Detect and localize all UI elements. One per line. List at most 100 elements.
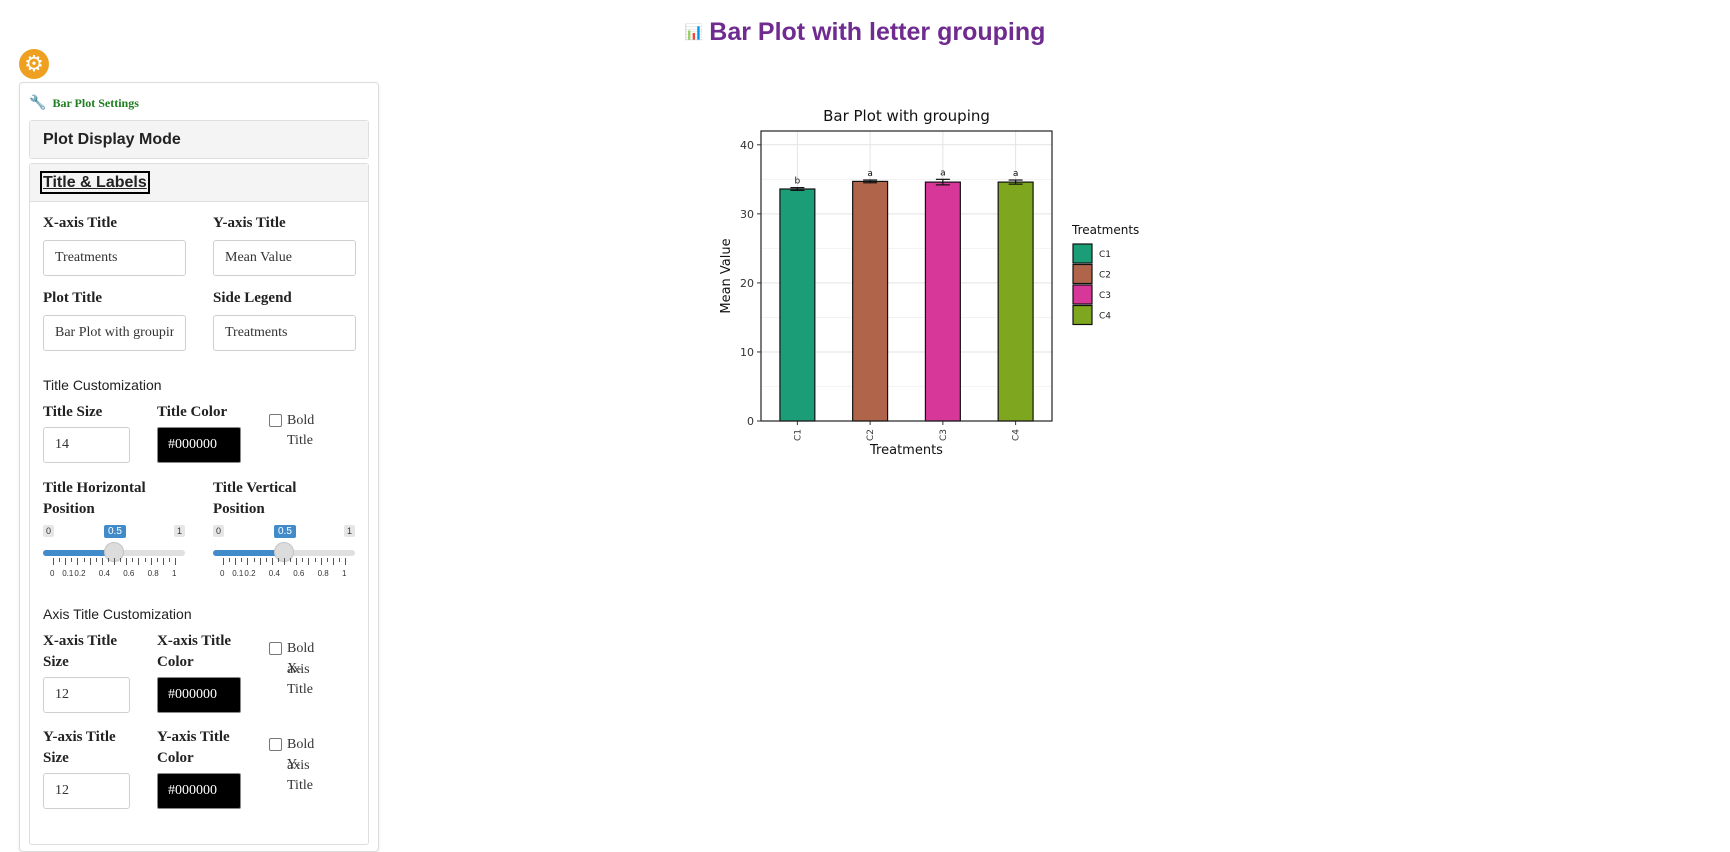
legend-swatch-C4 (1072, 304, 1093, 326)
bold-title-label: Bold Title (287, 413, 315, 448)
x-axis-title-color-label-1: X-axis Title (157, 633, 232, 649)
slider-tick (326, 558, 328, 562)
title-size-input[interactable] (43, 427, 130, 463)
slider-tick (71, 558, 73, 562)
legend-swatch-C2 (1072, 263, 1093, 285)
slider-tick (77, 558, 79, 565)
x-axis-title-input[interactable] (43, 240, 186, 276)
slider-tick (168, 558, 170, 562)
bold-x-axis-title-checkbox[interactable] (269, 642, 282, 655)
legend-swatch-C3 (1072, 284, 1093, 305)
x-axis-title-size-input[interactable] (43, 677, 130, 713)
slider-tick-label: 0.8 (147, 569, 159, 578)
group-letter-C3: a (940, 168, 946, 178)
slider-tick (89, 558, 91, 565)
accordion-header-title-labels-text: Title & Labels (40, 171, 150, 194)
panel-heading: 🔧 Bar Plot Settings (29, 95, 139, 112)
slider-tick (241, 558, 243, 562)
y-axis-title-color-input[interactable] (157, 773, 241, 809)
bar-C3 (924, 181, 961, 422)
plot-title-input[interactable] (43, 315, 186, 351)
title-v-position-label-2: Position (213, 501, 265, 517)
title-color-input[interactable] (157, 427, 241, 463)
x-tick-label-C2: C2 (866, 429, 876, 441)
legend-label-C3: C3 (1099, 291, 1111, 301)
title-h-position-label-1: Title Horizontal (43, 480, 146, 496)
bar-C4 (997, 181, 1034, 422)
y-axis-title-size-label-1: Y-axis Title (43, 729, 116, 745)
slider-tick (314, 558, 316, 562)
slider-tick (126, 558, 128, 565)
slider-tick (162, 558, 164, 565)
page-title: 📊 Bar Plot with letter grouping (0, 18, 1730, 47)
title-size-label: Title Size (43, 404, 103, 420)
bar-C1 (779, 188, 816, 422)
slider-max-label: 1 (173, 525, 185, 537)
slider-tick (59, 558, 61, 562)
legend-label-C1: C1 (1099, 250, 1111, 260)
slider-tick (338, 558, 340, 562)
slider-tick (101, 558, 103, 565)
title-h-position-slider[interactable]: 0 1 0.5 0 0.1 0.2 0.4 0.6 0.8 1 (43, 525, 185, 585)
bold-title-checkbox[interactable] (269, 414, 282, 427)
title-h-position-label-2: Position (43, 501, 95, 517)
slider-tick (308, 558, 310, 565)
x-axis-title: Treatments (869, 443, 943, 458)
accordion-header-display-mode[interactable]: Plot Display Mode (30, 121, 368, 158)
slider-tick-label: 0.4 (98, 569, 110, 578)
accordion-plot-display-mode: Plot Display Mode (29, 120, 369, 159)
bold-y-axis-title-label-1: Bold Y- (287, 737, 315, 772)
slider-tick (345, 558, 346, 565)
bold-y-axis-title-label-2: axis Title (287, 758, 313, 793)
slider-tick (175, 558, 176, 565)
y-axis-title-input[interactable] (213, 240, 356, 276)
side-legend-input[interactable] (213, 315, 356, 351)
slider-tick-label: 0 (50, 569, 55, 578)
x-tick-label-C3: C3 (939, 429, 949, 441)
y-axis-title-size-input[interactable] (43, 773, 130, 809)
y-tick-label: 40 (740, 139, 754, 152)
plot-border (760, 130, 1053, 422)
bold-x-axis-title-label-2: axis Title (287, 662, 313, 697)
slider-tick (83, 558, 85, 562)
x-tick-label-C4: C4 (1012, 429, 1022, 441)
slider-tick (223, 558, 224, 565)
slider-tick (229, 558, 231, 562)
y-axis-title-color-label-1: Y-axis Title (157, 729, 230, 745)
group-letter-C4: a (1013, 169, 1019, 179)
group-letter-C2: a (867, 169, 873, 179)
slider-fill (43, 550, 114, 556)
slider-tick (320, 558, 322, 565)
slider-tick (150, 558, 152, 565)
chart-bar-icon: 📊 (684, 24, 704, 41)
side-legend-label: Side Legend (213, 290, 292, 306)
x-axis-title-label: X-axis Title (43, 215, 118, 231)
y-axis-title: Mean Value (719, 238, 734, 313)
legend-swatch-C1 (1072, 243, 1093, 264)
bold-y-axis-title-checkbox[interactable] (269, 738, 282, 751)
slider-fill (213, 550, 284, 556)
slider-tick (95, 558, 97, 562)
plot-title-label: Plot Title (43, 290, 103, 306)
slider-tick (107, 558, 109, 562)
axis-title-customization-heading: Axis Title Customization (43, 606, 192, 622)
x-axis-title-color-input[interactable] (157, 677, 241, 713)
slider-tick (114, 558, 115, 565)
slider-tick-label: 0.2 (74, 569, 86, 578)
bar-C2 (852, 180, 889, 422)
slider-tick (53, 558, 54, 565)
slider-tick-label: 1 (342, 569, 347, 578)
title-v-position-slider[interactable]: 0 1 0.5 0 0.1 0.2 0.4 0.6 0.8 1 (213, 525, 355, 585)
accordion-title-labels: Title & Labels (29, 163, 369, 845)
title-customization-heading: Title Customization (43, 377, 162, 393)
legend-label-C4: C4 (1099, 312, 1111, 322)
slider-tick (65, 558, 67, 565)
title-v-position-label-1: Title Vertical (213, 480, 297, 496)
x-tick-label-C1: C1 (793, 429, 803, 441)
y-axis-title-size-label-2: Size (43, 750, 69, 766)
slider-tick (253, 558, 255, 562)
slider-tick-label: 0.1 (232, 569, 244, 578)
accordion-header-title-labels[interactable]: Title & Labels (30, 164, 368, 202)
y-tick-label: 0 (747, 415, 754, 428)
gear-icon[interactable]: ⚙ (19, 49, 49, 79)
